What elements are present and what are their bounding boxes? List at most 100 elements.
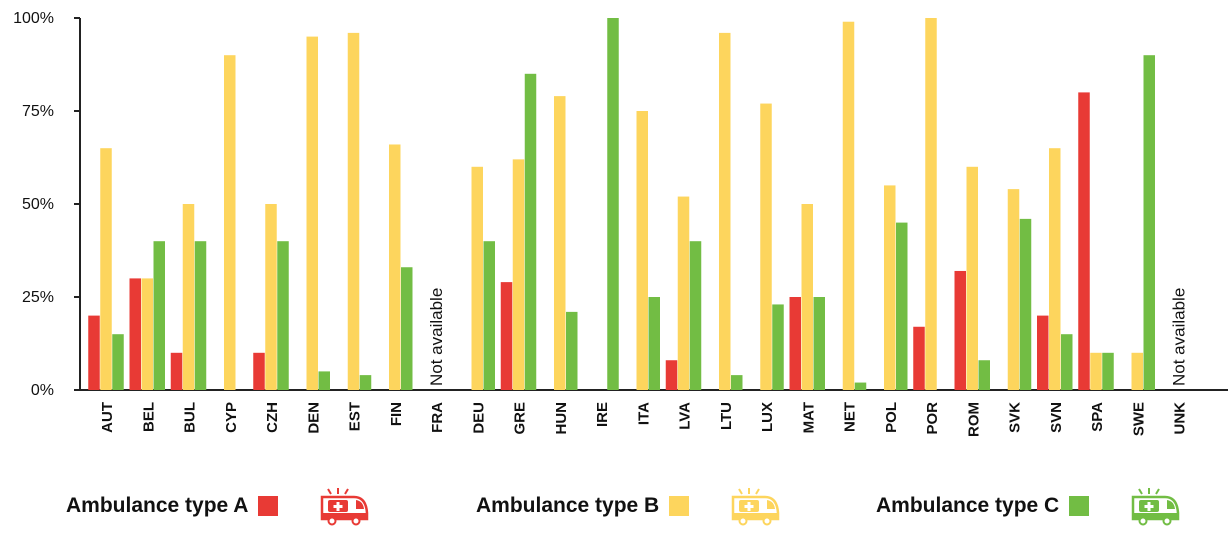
x-tick-label: CZH (264, 402, 281, 433)
bar-ire-c (607, 18, 619, 390)
bar-lva-b (677, 196, 690, 390)
bar-pol-c (896, 222, 908, 390)
x-tick-label: GRE (512, 402, 529, 435)
bar-svn-c (1061, 334, 1073, 390)
bar-spa-b (1090, 352, 1102, 390)
bar-aut-b (100, 148, 112, 390)
ambulance-icon (1131, 488, 1180, 526)
legend-label-a: Ambulance type A (66, 494, 249, 517)
x-tick-label: ITA (635, 402, 652, 425)
bar-lva-c (689, 241, 702, 390)
bar-svn-b (1049, 148, 1061, 390)
bar-spa-c (1102, 352, 1114, 390)
bar-lux-c (772, 304, 784, 390)
legend-label-c: Ambulance type C (876, 494, 1060, 517)
legend-item-a: Ambulance type A (66, 484, 370, 528)
bar-hun-c (566, 311, 578, 390)
x-tick-label: DEN (305, 402, 322, 434)
bar-swe-b (1131, 352, 1143, 390)
legend-item-b: Ambulance type B (476, 484, 781, 528)
bar-bul-c (194, 241, 207, 390)
bar-svk-b (1007, 189, 1020, 390)
bar-mat-c (813, 297, 825, 390)
x-tick-label: LUX (759, 402, 776, 432)
x-tick-label: EST (347, 402, 364, 431)
bar-gre-b (512, 159, 525, 390)
bar-aut-a (88, 315, 100, 390)
y-tick-label: 75% (22, 103, 54, 120)
bar-aut-c (112, 334, 124, 390)
bar-gre-a (500, 282, 513, 390)
bar-rom-c (978, 360, 990, 390)
bar-bel-c (153, 241, 165, 390)
x-tick-label: IRE (594, 402, 611, 427)
x-tick-label: BEL (140, 402, 157, 432)
bar-ita-c (648, 297, 660, 390)
bar-rom-a (954, 270, 966, 390)
bar-lux-b (760, 103, 772, 390)
bar-net-b (842, 21, 855, 390)
bar-est-b (347, 32, 360, 390)
x-tick-label: SPA (1089, 402, 1106, 432)
bar-svk-c (1019, 218, 1032, 390)
x-tick-label: CYP (223, 402, 240, 433)
bar-bel-b (141, 278, 153, 390)
bar-svn-a (1037, 315, 1049, 390)
not-available-label: Not available (1170, 288, 1189, 386)
bar-ltu-b (719, 32, 731, 390)
x-tick-label: ROM (965, 402, 982, 437)
y-tick-label: 25% (22, 289, 54, 306)
x-tick-label: POR (924, 402, 941, 435)
bar-bul-a (170, 352, 183, 390)
bar-chart: 0% 25% 50% 75% 100% AUT BEL BUL CYP CZH DEN EST FIN… (13, 10, 1228, 437)
x-tick-label: FIN (388, 402, 405, 426)
bar-gre-c (524, 73, 537, 391)
x-ticks: AUT BEL BUL CYP CZH DEN EST FIN FRA DEU GRE HUN IRE I… (99, 402, 1189, 437)
y-tick-label: 100% (13, 10, 54, 27)
bars (88, 18, 1155, 391)
y-ticks: 0% 25% 50% 75% 100% (13, 10, 80, 399)
x-tick-label: LVA (677, 402, 694, 430)
ambulance-icon (321, 488, 369, 526)
bar-czh-b (265, 204, 277, 390)
bar-mat-b (801, 204, 813, 390)
bar-fin-b (389, 144, 401, 390)
bar-den-b (306, 36, 318, 390)
x-tick-label: LTU (718, 402, 735, 430)
bar-czh-a (253, 352, 265, 390)
bar-bul-b (182, 204, 195, 390)
x-tick-label: NET (842, 402, 859, 432)
legend-swatch-b (669, 496, 690, 516)
not-available-labels: Not available Not available (427, 288, 1189, 386)
legend-item-c: Ambulance type C (876, 484, 1181, 528)
not-available-label: Not available (427, 288, 446, 386)
bar-swe-c (1143, 55, 1155, 390)
bar-por-a (913, 326, 925, 390)
x-tick-label: FRA (429, 402, 446, 433)
x-tick-label: BUL (182, 402, 199, 433)
x-tick-label: HUN (553, 402, 570, 435)
x-tick-label: SVN (1048, 402, 1065, 433)
x-tick-label: AUT (99, 402, 116, 433)
x-tick-label: SVK (1007, 402, 1024, 433)
bar-hun-b (554, 96, 566, 391)
y-tick-label: 0% (31, 382, 54, 399)
bar-por-b (925, 18, 937, 390)
legend-swatch-c (1069, 496, 1090, 516)
bar-den-c (318, 371, 330, 390)
bar-deu-b (471, 166, 483, 390)
x-tick-label: SWE (1130, 402, 1147, 436)
bar-fin-c (401, 267, 413, 390)
y-tick-label: 50% (22, 196, 54, 213)
x-tick-label: DEU (470, 402, 487, 434)
legend-swatch-a (258, 496, 279, 516)
bar-deu-c (483, 241, 495, 390)
x-tick-label: UNK (1172, 402, 1189, 435)
bar-mat-a (789, 297, 801, 390)
legend-label-b: Ambulance type B (476, 494, 660, 517)
bar-rom-b (966, 166, 978, 390)
x-tick-label: MAT (800, 402, 817, 433)
bar-ita-b (636, 111, 648, 390)
bar-est-c (359, 375, 372, 390)
bar-czh-c (277, 241, 289, 390)
